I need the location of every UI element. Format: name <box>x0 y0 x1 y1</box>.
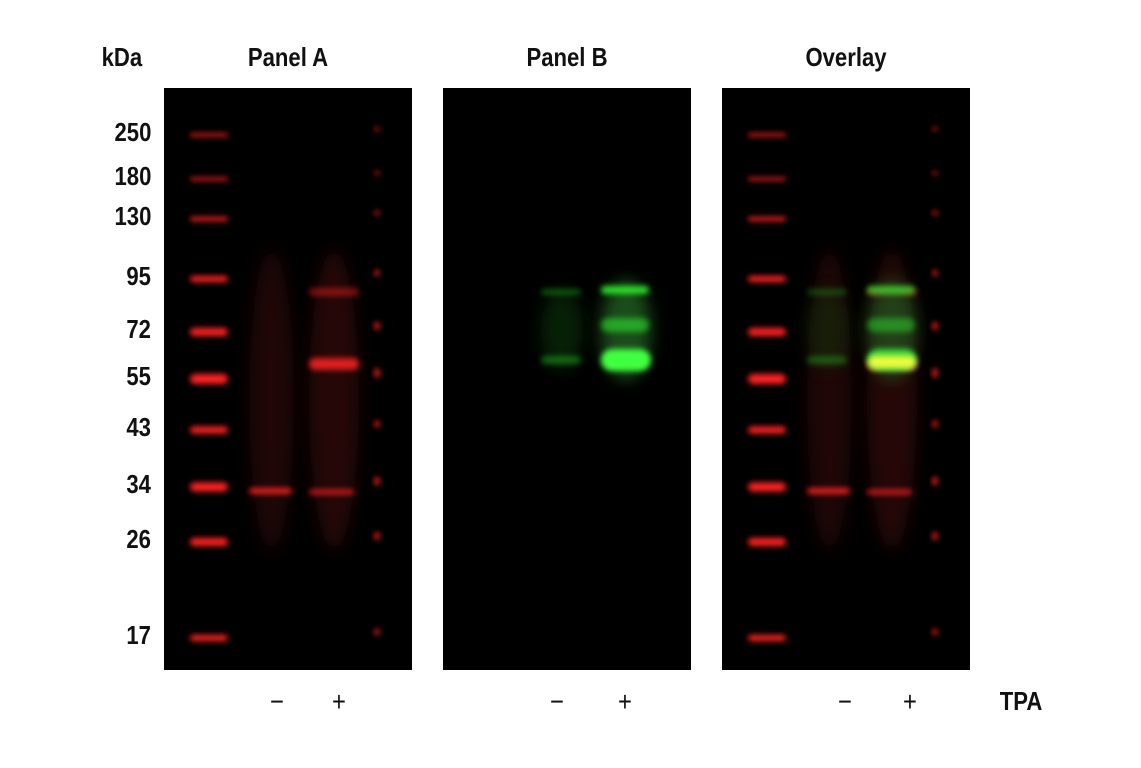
band <box>748 482 786 492</box>
lane-label: − <box>270 686 284 717</box>
band <box>932 322 938 330</box>
band <box>807 488 850 494</box>
band <box>190 374 228 384</box>
band <box>807 289 847 295</box>
marker-label: 95 <box>126 261 151 291</box>
band <box>249 488 292 494</box>
marker-label: 34 <box>126 469 151 499</box>
lane-label: + <box>903 686 917 717</box>
band <box>541 356 581 364</box>
band <box>748 177 786 181</box>
band <box>190 538 228 546</box>
band <box>374 420 380 428</box>
blot-panel <box>443 88 691 670</box>
treatment-label: TPA <box>999 686 1043 716</box>
band <box>374 368 380 378</box>
band <box>748 426 786 434</box>
band <box>374 476 380 486</box>
band <box>374 532 380 540</box>
lane-label: − <box>838 686 852 717</box>
band <box>190 217 228 221</box>
band <box>748 538 786 546</box>
band <box>309 358 359 370</box>
band <box>807 356 847 364</box>
band <box>932 171 938 175</box>
band <box>932 270 938 276</box>
band <box>748 217 786 221</box>
marker-label: 72 <box>126 314 151 344</box>
band <box>748 635 786 641</box>
band <box>867 489 912 495</box>
band <box>932 532 938 540</box>
marker-label: 43 <box>126 412 151 442</box>
band <box>374 270 380 276</box>
unit-label: kDa <box>101 42 143 72</box>
marker-label: 26 <box>126 524 151 554</box>
band <box>309 489 354 495</box>
band <box>748 133 786 137</box>
band <box>807 290 849 370</box>
band <box>869 356 915 368</box>
band <box>932 629 938 635</box>
band <box>932 211 938 215</box>
band <box>190 328 228 336</box>
lane-label: − <box>550 686 564 717</box>
band <box>190 133 228 137</box>
band <box>932 368 938 378</box>
band <box>374 629 380 635</box>
marker-label: 250 <box>114 117 151 147</box>
band <box>374 211 380 215</box>
band <box>190 482 228 492</box>
band <box>374 127 380 131</box>
marker-label: 180 <box>114 161 151 191</box>
band <box>190 426 228 434</box>
lane-label: + <box>332 686 346 717</box>
band <box>374 322 380 330</box>
band <box>541 289 581 295</box>
panel-title: Panel A <box>247 42 329 72</box>
marker-label: 17 <box>126 620 151 650</box>
band <box>190 635 228 641</box>
marker-label: 55 <box>126 361 151 391</box>
band <box>249 250 294 550</box>
band <box>932 127 938 131</box>
marker-label: 130 <box>114 201 151 231</box>
lane-label: + <box>618 686 632 717</box>
band <box>932 420 938 428</box>
band <box>190 177 228 181</box>
band <box>601 349 651 371</box>
panel-title: Panel B <box>526 42 608 72</box>
band <box>601 286 649 294</box>
band <box>867 286 915 294</box>
band <box>748 374 786 384</box>
band <box>374 171 380 175</box>
band <box>601 318 649 332</box>
band <box>309 288 359 296</box>
band <box>748 328 786 336</box>
band <box>190 276 228 282</box>
band <box>748 276 786 282</box>
band <box>932 476 938 486</box>
band <box>867 318 915 332</box>
band <box>309 250 359 550</box>
panel-title: Overlay <box>805 42 887 72</box>
band <box>541 290 583 370</box>
